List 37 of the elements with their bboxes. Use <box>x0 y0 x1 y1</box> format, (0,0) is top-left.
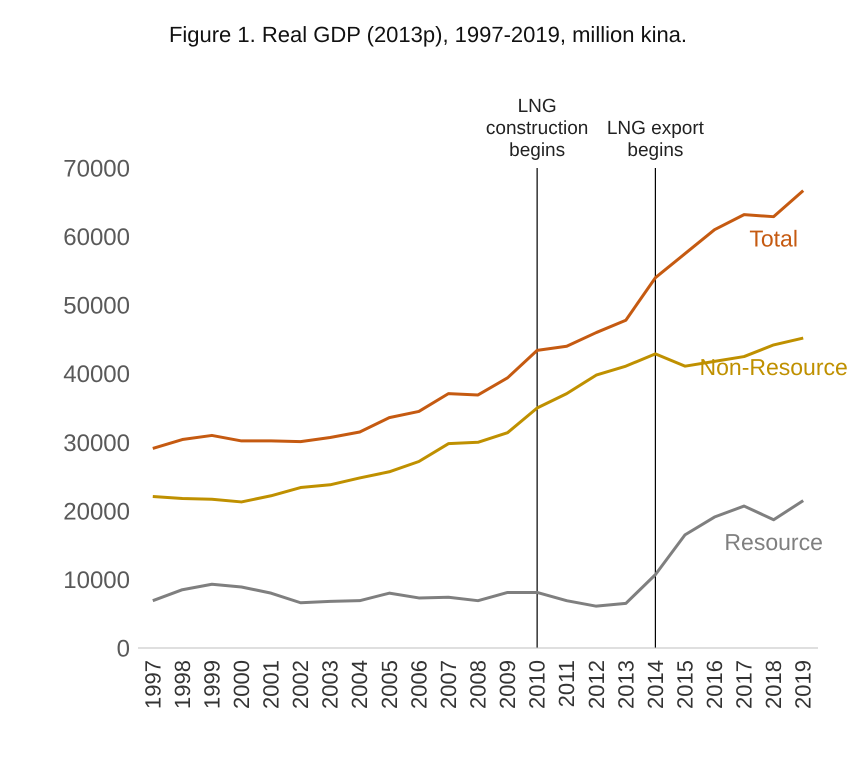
y-tick-label: 0 <box>116 636 130 663</box>
x-tick-label: 2015 <box>672 660 698 709</box>
x-tick-label: 2017 <box>732 660 757 709</box>
x-tick-label: 2012 <box>584 660 609 709</box>
x-tick-label: 2009 <box>495 660 520 709</box>
y-tick-label: 10000 <box>63 566 130 594</box>
y-tick-label: 40000 <box>63 361 130 388</box>
series-label: Resource <box>724 528 823 555</box>
x-tick-label: 2002 <box>288 660 314 709</box>
x-tick-label: 2016 <box>702 660 728 709</box>
x-tick-label: 2011 <box>554 660 580 708</box>
ref-line-label: LNG export begins <box>606 118 705 161</box>
x-tick-label: 2018 <box>761 660 786 709</box>
x-tick-label: 2007 <box>436 660 461 709</box>
x-tick-label: 2000 <box>228 660 254 709</box>
y-tick-label: 30000 <box>63 430 130 457</box>
x-tick-label: 2010 <box>524 660 550 709</box>
x-tick-label: 2013 <box>613 660 638 709</box>
x-tick-label: 2003 <box>318 660 343 709</box>
y-tick-label: 20000 <box>63 498 130 526</box>
x-tick-label: 2001 <box>258 660 284 709</box>
series-label: Non-Resource <box>700 354 848 380</box>
x-tick-label: 2004 <box>347 660 372 709</box>
x-tick-label: 2005 <box>376 660 402 709</box>
x-tick-label: 1997 <box>140 660 166 709</box>
series-label: Total <box>749 226 798 252</box>
ref-line-label: LNG construction begins <box>486 96 588 161</box>
y-tick-label: 60000 <box>63 224 130 252</box>
x-tick-label: 1999 <box>199 660 224 709</box>
y-tick-label: 50000 <box>63 292 130 320</box>
y-tick-label: 70000 <box>63 156 130 183</box>
x-tick-label: 2006 <box>406 660 432 709</box>
x-tick-label: 2008 <box>466 660 490 709</box>
chart-title: Figure 1. Real GDP (2013p), 1997-2019, million kina. <box>168 22 688 48</box>
x-tick-label: 2019 <box>790 660 816 709</box>
x-tick-label: 1998 <box>170 660 195 709</box>
x-tick-label: 2014 <box>642 660 668 709</box>
